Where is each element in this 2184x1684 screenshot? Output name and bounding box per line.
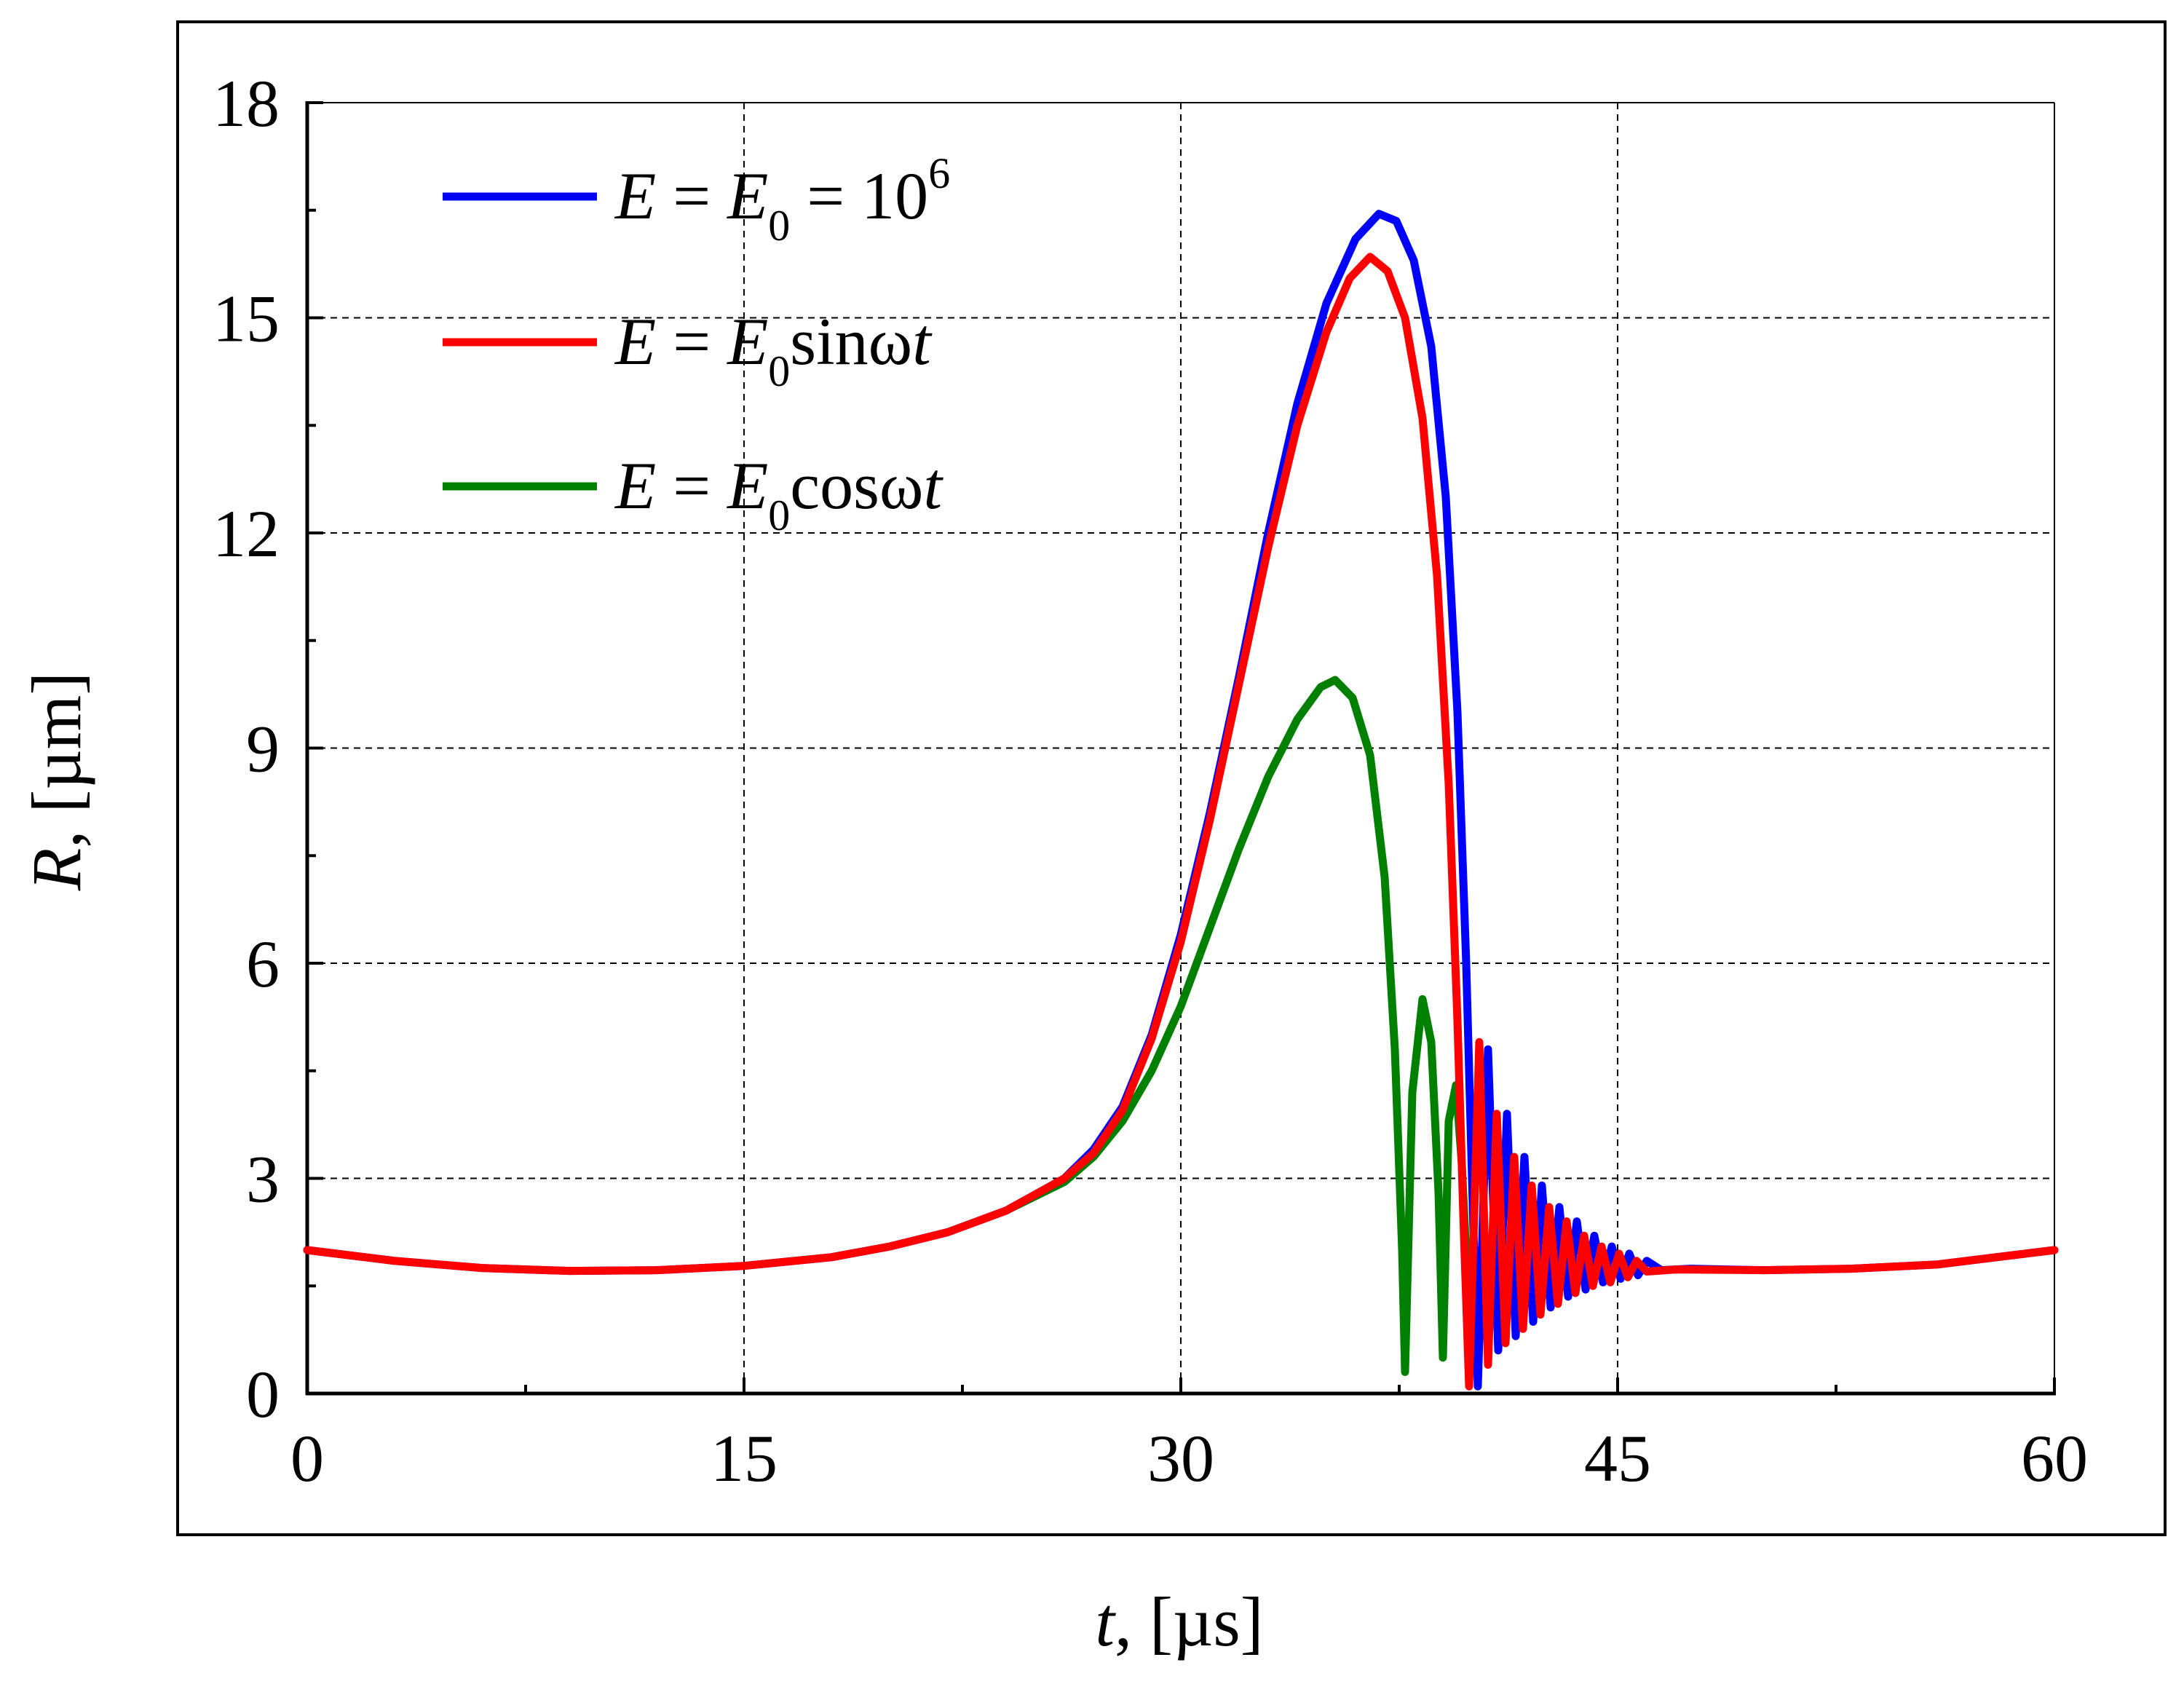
legend-label: E = E0sinωt: [614, 304, 933, 395]
y-tick-label: 0: [246, 1357, 280, 1431]
x-tick-label: 60: [2021, 1421, 2088, 1495]
x-tick-label: 45: [1584, 1421, 1651, 1495]
x-tick-label: 30: [1147, 1421, 1214, 1495]
y-tick-label: 9: [246, 712, 280, 786]
series-line: [1002, 676, 1472, 1376]
axes: [305, 101, 2056, 1396]
y-axis-title: R, [µm]: [17, 672, 95, 892]
legend: E = E0 = 106 E = E0sinωt E = E0cosωt: [443, 149, 950, 539]
legend-label: E = E0cosωt: [614, 448, 944, 539]
series-line: [303, 253, 2059, 1391]
figure-frame: [176, 20, 2167, 1536]
y-tick-label: 3: [246, 1142, 280, 1217]
legend-label: E = E0 = 106: [614, 149, 950, 250]
y-tick-label: 12: [213, 497, 280, 571]
y-tick-label: 15: [213, 282, 280, 356]
legend-item: E = E0 = 106: [443, 149, 950, 250]
series-group: [303, 210, 2059, 1391]
legend-item: E = E0cosωt: [443, 448, 944, 539]
grid-lines: [307, 103, 2054, 1394]
y-tick-label: 18: [213, 66, 280, 141]
x-tick-label: 15: [711, 1421, 778, 1495]
tick-labels: 0 15 30 45 60 0 3 6 9 12 15 18: [213, 66, 2088, 1495]
x-tick-label: 0: [290, 1421, 324, 1495]
y-tick-label: 6: [246, 927, 280, 1001]
x-axis-title: t, [µs]: [1095, 1583, 1263, 1661]
legend-item: E = E0sinωt: [443, 304, 933, 395]
